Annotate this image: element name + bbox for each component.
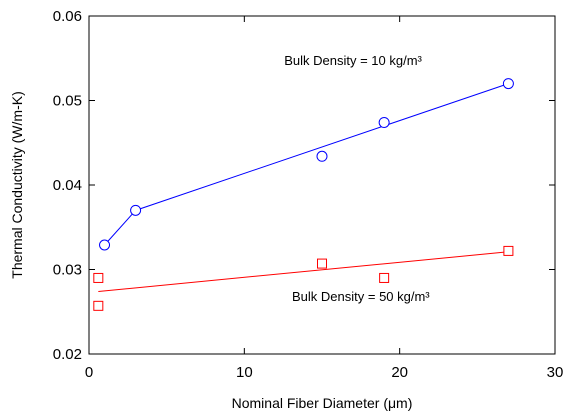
axis-ticks (88, 15, 556, 355)
data-point-circle (130, 204, 142, 216)
y-tick-label: 0.06 (53, 8, 82, 25)
annotations: Bulk Density = 10 kg/m³ Bulk Density = 50… (284, 53, 430, 304)
x-tick-label: 20 (391, 364, 408, 381)
annotation-label: Bulk Density = 10 kg/m³ (284, 53, 422, 68)
series-lines (98, 83, 509, 292)
y-tick-label: 0.02 (53, 346, 82, 363)
data-point-circle (99, 239, 111, 251)
series-markers (93, 78, 514, 311)
data-point-circle (316, 150, 328, 162)
data-point-square (379, 272, 390, 283)
y-tick-label: 0.04 (53, 177, 82, 194)
series-line-1 (98, 251, 509, 292)
x-tick-label: 30 (547, 364, 564, 381)
data-point-square (317, 258, 327, 269)
x-tick-label: 0 (85, 364, 93, 381)
x-tick-label: 10 (236, 364, 253, 381)
data-point-square (93, 300, 104, 311)
data-point-circle (378, 116, 390, 128)
y-tick-label: 0.03 (53, 262, 82, 279)
series-line-0 (104, 83, 509, 246)
annotation-label: Bulk Density = 50 kg/m³ (292, 289, 430, 304)
y-tick-label: 0.05 (53, 93, 82, 110)
data-point-square (503, 245, 514, 256)
x-axis-label: Nominal Fiber Diameter (μm) (232, 395, 413, 411)
data-point-square (93, 272, 104, 283)
data-point-circle (502, 78, 514, 90)
y-axis-label: Thermal Conductivity (W/m-K) (9, 91, 25, 278)
tick-labels: 0 10 20 30 0.02 0.03 0.04 0.05 0.06 (53, 8, 564, 381)
